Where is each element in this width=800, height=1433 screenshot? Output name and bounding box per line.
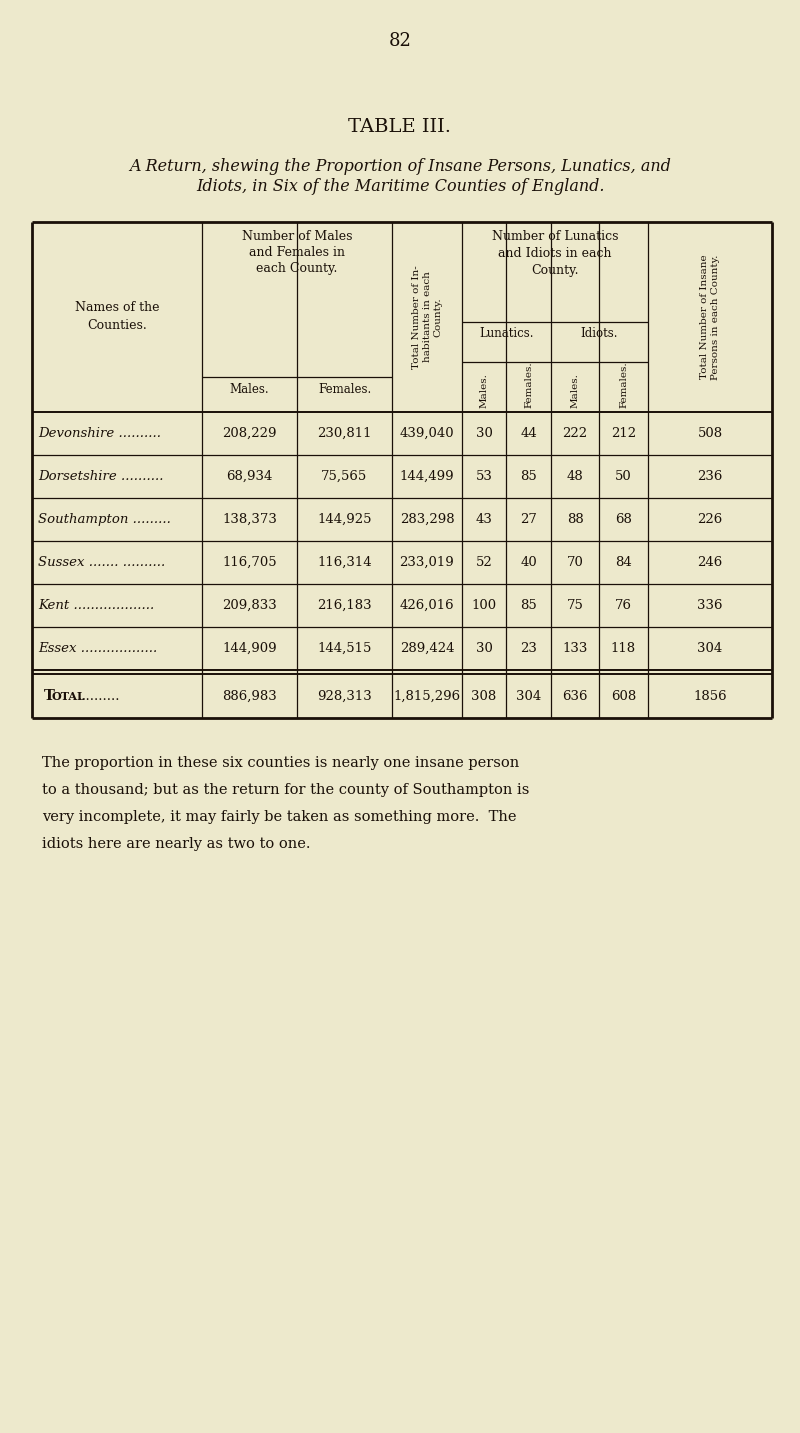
Text: Names of the: Names of the [74, 301, 159, 314]
Text: 222: 222 [562, 427, 587, 440]
Text: Southampton .........: Southampton ......... [38, 513, 171, 526]
Text: 336: 336 [698, 599, 722, 612]
Text: 44: 44 [520, 427, 537, 440]
Text: 100: 100 [471, 599, 497, 612]
Text: 246: 246 [698, 556, 722, 569]
Text: Females.: Females. [318, 383, 371, 396]
Text: 212: 212 [611, 427, 636, 440]
Text: 208,229: 208,229 [222, 427, 277, 440]
Text: 226: 226 [698, 513, 722, 526]
Text: Males.: Males. [230, 383, 270, 396]
Text: 23: 23 [520, 642, 537, 655]
Text: Sussex ....... ..........: Sussex ....... .......... [38, 556, 166, 569]
Text: Lunatics.: Lunatics. [479, 327, 534, 340]
Text: 928,313: 928,313 [317, 689, 372, 702]
Text: 144,499: 144,499 [400, 470, 454, 483]
Text: Number of Lunatics: Number of Lunatics [492, 231, 618, 244]
Text: 68: 68 [615, 513, 632, 526]
Text: County.: County. [531, 264, 578, 277]
Text: 53: 53 [475, 470, 493, 483]
Text: T: T [44, 689, 55, 704]
Text: 75: 75 [566, 599, 583, 612]
Text: 216,183: 216,183 [317, 599, 372, 612]
Text: 48: 48 [566, 470, 583, 483]
Text: 88: 88 [566, 513, 583, 526]
Text: 40: 40 [520, 556, 537, 569]
Text: Idiots, in Six of the Maritime Counties of England.: Idiots, in Six of the Maritime Counties … [196, 178, 604, 195]
Text: to a thousand; but as the return for the county of Southampton is: to a thousand; but as the return for the… [42, 782, 530, 797]
Text: Kent ...................: Kent ................... [38, 599, 154, 612]
Text: 75,565: 75,565 [322, 470, 368, 483]
Text: A Return, shewing the Proportion of Insane Persons, Lunatics, and: A Return, shewing the Proportion of Insa… [129, 158, 671, 175]
Text: Males.: Males. [479, 373, 489, 408]
Text: Devonshire ..........: Devonshire .......... [38, 427, 161, 440]
Text: 886,983: 886,983 [222, 689, 277, 702]
Text: each County.: each County. [256, 262, 338, 275]
Text: 1,815,296: 1,815,296 [394, 689, 461, 702]
Text: Males.: Males. [570, 373, 579, 408]
Text: 118: 118 [611, 642, 636, 655]
Text: 308: 308 [471, 689, 497, 702]
Text: 289,424: 289,424 [400, 642, 454, 655]
Text: 85: 85 [520, 470, 537, 483]
Text: 144,515: 144,515 [318, 642, 372, 655]
Text: 283,298: 283,298 [400, 513, 454, 526]
Text: 636: 636 [562, 689, 588, 702]
Text: TABLE III.: TABLE III. [349, 118, 451, 136]
Text: Number of Males: Number of Males [242, 231, 352, 244]
Text: 84: 84 [615, 556, 632, 569]
Text: 30: 30 [475, 642, 493, 655]
Text: 52: 52 [476, 556, 492, 569]
Text: Dorsetshire ..........: Dorsetshire .......... [38, 470, 163, 483]
Text: 439,040: 439,040 [400, 427, 454, 440]
Text: idiots here are nearly as two to one.: idiots here are nearly as two to one. [42, 837, 310, 851]
Text: 85: 85 [520, 599, 537, 612]
Text: 70: 70 [566, 556, 583, 569]
Text: 304: 304 [698, 642, 722, 655]
Text: and Females in: and Females in [249, 246, 345, 259]
Text: 144,925: 144,925 [318, 513, 372, 526]
Text: 138,373: 138,373 [222, 513, 277, 526]
Text: 30: 30 [475, 427, 493, 440]
Text: 426,016: 426,016 [400, 599, 454, 612]
Text: 144,909: 144,909 [222, 642, 277, 655]
Text: Idiots.: Idiots. [581, 327, 618, 340]
Text: Females.: Females. [619, 361, 628, 408]
Text: 82: 82 [389, 32, 411, 50]
Text: OTAL: OTAL [52, 691, 86, 702]
Text: 233,019: 233,019 [400, 556, 454, 569]
Text: 1856: 1856 [693, 689, 727, 702]
Text: Total Number of Insane
Persons in each County.: Total Number of Insane Persons in each C… [700, 254, 720, 380]
Text: 50: 50 [615, 470, 632, 483]
Text: 116,314: 116,314 [317, 556, 372, 569]
Text: Counties.: Counties. [87, 318, 147, 331]
Text: very incomplete, it may fairly be taken as something more.  The: very incomplete, it may fairly be taken … [42, 810, 517, 824]
Text: Females.: Females. [524, 361, 533, 408]
Text: 133: 133 [562, 642, 588, 655]
Text: 230,811: 230,811 [318, 427, 372, 440]
Text: 304: 304 [516, 689, 541, 702]
Text: and Idiots in each: and Idiots in each [498, 246, 612, 259]
Text: Total Number of In-
habitants in each
County.: Total Number of In- habitants in each Co… [412, 265, 442, 368]
Text: ..........: .......... [78, 689, 121, 702]
Text: 68,934: 68,934 [226, 470, 273, 483]
Text: Essex ..................: Essex .................. [38, 642, 158, 655]
Text: 27: 27 [520, 513, 537, 526]
Text: 209,833: 209,833 [222, 599, 277, 612]
Text: The proportion in these six counties is nearly one insane person: The proportion in these six counties is … [42, 757, 519, 770]
Text: 608: 608 [611, 689, 636, 702]
Text: 116,705: 116,705 [222, 556, 277, 569]
Text: 43: 43 [475, 513, 493, 526]
Text: 236: 236 [698, 470, 722, 483]
Text: 508: 508 [698, 427, 722, 440]
Text: 76: 76 [615, 599, 632, 612]
